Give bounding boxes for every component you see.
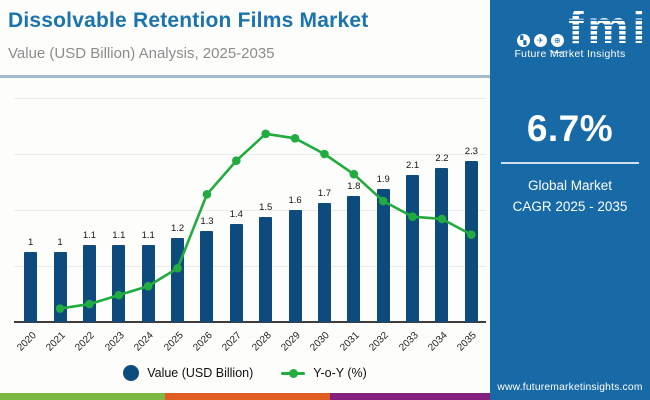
x-tick-label: 2023 <box>103 330 127 354</box>
x-tick-label: 2030 <box>308 330 333 354</box>
bar-2030 <box>317 203 331 322</box>
yoy-point <box>290 134 300 143</box>
logo-wordmark-stripes <box>568 6 650 48</box>
chart-card: Dissolvable Retention Films Market Value… <box>0 9 490 400</box>
bar-value-label: 1.5 <box>259 202 273 213</box>
bar-2027 <box>229 224 243 322</box>
yoy-point <box>349 169 359 179</box>
x-tick-label: 2020 <box>14 330 39 354</box>
x-tick-label: 2027 <box>220 330 245 354</box>
x-tick-label: 2021 <box>44 330 68 354</box>
strip-purple-segment <box>330 393 490 400</box>
fmi-logo: ▚ ✈ ⊕ fmi Future Market Insights <box>490 4 650 60</box>
x-tick-label: 2035 <box>455 330 480 354</box>
bar-2032 <box>376 189 390 322</box>
x-tick-label: 2032 <box>367 330 391 354</box>
bar-2026 <box>200 231 214 322</box>
page-subtitle: Value (USD Billion) Analysis, 2025-2035 <box>8 45 275 62</box>
bar-2023 <box>112 245 126 322</box>
bar-series-marker-icon <box>123 365 140 381</box>
x-tick-label: 2028 <box>249 330 274 354</box>
header-divider <box>0 75 490 78</box>
bar-value-label: 1.6 <box>288 195 302 206</box>
cagr-label-line2: CAGR 2025 - 2035 <box>512 198 628 214</box>
website-url: www.futuremarketinsights.com <box>497 382 643 393</box>
bar-value-label: 1.4 <box>229 209 243 220</box>
x-tick-label: 2034 <box>426 330 450 354</box>
x-tick-label: 2029 <box>279 330 303 354</box>
brand-color-strip <box>0 393 490 400</box>
strip-green-segment <box>0 393 165 400</box>
gridline <box>14 154 486 155</box>
x-tick-label: 2025 <box>161 330 186 354</box>
bar-2029 <box>288 210 302 322</box>
cagr-label: Global Market CAGR 2025 - 2035 <box>490 176 650 218</box>
bar-value-label: 1 <box>57 237 63 248</box>
bar-value-label: 2.2 <box>435 153 449 164</box>
logo-arc <box>548 46 567 53</box>
globe-icon: ⊕ <box>550 34 564 47</box>
bar-value-label: 1.8 <box>347 181 361 192</box>
bar-value-label: 1.7 <box>317 188 332 199</box>
line-series-marker-icon <box>281 368 306 378</box>
yoy-point <box>202 190 212 199</box>
cagr-value: 6.7% <box>526 108 614 149</box>
bar-value-label: 1.2 <box>170 223 185 234</box>
bar-2021 <box>53 252 67 322</box>
legend-label-yoy: Y-o-Y (%) <box>313 366 367 380</box>
bar-value-label: 1.9 <box>376 174 390 185</box>
yoy-point <box>232 156 241 166</box>
bar-2024 <box>141 245 155 322</box>
combo-chart: 1 2020 1 2021 1.1 2022 1.1 2023 1.1 2024 1.2 2025 1.… <box>14 98 486 354</box>
bar-value-label: 2.1 <box>405 160 420 171</box>
bar-value-label: 1.1 <box>82 230 97 241</box>
brand-panel: ▚ ✈ ⊕ fmi Future Market Insights 6.7% Gl… <box>490 0 650 400</box>
page-title: Dissolvable Retention Films Market <box>8 9 369 32</box>
bar-value-label: 1.1 <box>112 230 126 241</box>
bar-2033 <box>406 175 420 322</box>
bar-2022 <box>82 245 96 322</box>
logo-caption: Future Market Insights <box>514 48 626 60</box>
x-tick-label: 2022 <box>73 330 98 354</box>
bar-value-label: 1.3 <box>200 216 214 227</box>
x-tick-label: 2024 <box>132 330 156 354</box>
x-tick-label: 2033 <box>396 330 421 354</box>
x-tick-label: 2026 <box>191 330 215 354</box>
bar-value-label: 1 <box>28 237 34 248</box>
bar-2020 <box>24 252 38 322</box>
bar-value-label: 1.1 <box>141 230 155 241</box>
chart-legend: Value (USD Billion) Y-o-Y (%) <box>0 365 490 381</box>
bar-2031 <box>347 196 361 322</box>
x-tick-label: 2031 <box>338 330 362 354</box>
bar-2025 <box>171 238 185 322</box>
legend-label-value: Value (USD Billion) <box>147 366 254 380</box>
x-axis-line <box>14 321 486 323</box>
cagr-divider <box>501 162 639 164</box>
yoy-point <box>261 129 270 139</box>
logo-wordmark: fmi <box>568 4 650 50</box>
bar-value-label: 2.3 <box>464 146 478 157</box>
legend-item-value: Value (USD Billion) <box>123 365 253 381</box>
strip-orange-segment <box>165 393 330 400</box>
bar-2035 <box>464 161 478 322</box>
bar-2028 <box>259 217 273 322</box>
plane-icon: ✈ <box>533 34 547 47</box>
gridline <box>14 98 486 99</box>
map-icon: ▚ <box>516 34 530 47</box>
legend-item-yoy: Y-o-Y (%) <box>281 366 367 380</box>
logo-icons: ▚ ✈ ⊕ <box>516 34 567 53</box>
bar-2034 <box>435 168 449 322</box>
cagr-label-line1: Global Market <box>527 178 613 193</box>
